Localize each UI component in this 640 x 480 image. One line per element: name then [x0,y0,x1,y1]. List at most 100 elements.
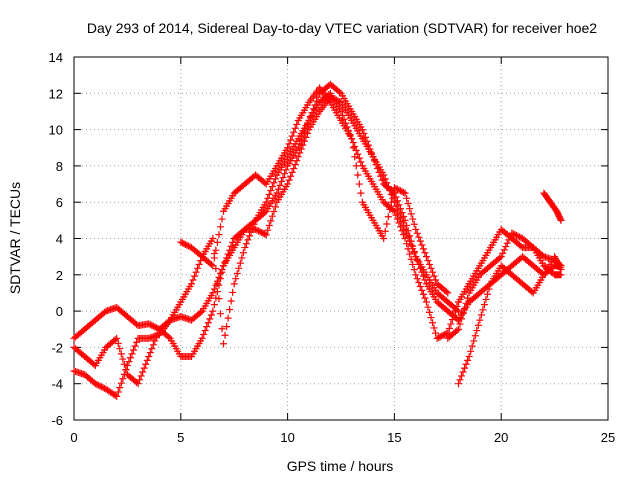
data-point [210,254,218,262]
data-point [427,314,435,322]
data-point [215,273,223,281]
data-point [406,205,414,213]
data-point [424,257,432,265]
data-point [287,172,295,180]
data-point [351,153,359,161]
data-point [209,235,217,242]
data-point [284,144,292,152]
data-point [270,179,278,187]
data-point [149,341,157,349]
data-point [441,330,449,338]
data-point [294,144,302,152]
data-point [355,154,363,162]
axis-ticks [73,56,609,421]
y-tick-label: 4 [56,232,63,247]
data-point [145,320,153,328]
data-point [181,240,189,248]
data-point [514,232,522,240]
data-point [209,289,217,297]
data-point [377,172,385,180]
series-track-4 [177,84,452,297]
data-point [151,337,159,345]
data-point [483,290,491,298]
data-point [404,233,412,241]
data-point [209,307,217,315]
data-point [239,249,247,257]
data-point [204,319,212,327]
data-point [454,380,462,388]
data-point [351,142,359,150]
data-point [556,215,564,223]
data-point [422,298,430,306]
data-point [90,360,98,368]
data-point [113,392,121,400]
data-point [429,319,437,327]
data-point [279,174,287,182]
data-point [287,136,295,144]
data-point [480,301,488,309]
data-point [238,254,246,262]
data-point [239,227,247,235]
data-point [267,217,275,225]
data-point [244,236,252,244]
data-point [218,268,226,276]
data-point [453,327,461,335]
data-point [398,218,406,226]
data-point [337,107,345,115]
data-point [96,382,104,390]
data-point [404,199,412,207]
data-point [412,225,420,233]
data-point [517,242,525,250]
data-point [401,189,409,197]
data-point [194,264,202,272]
data-point [189,276,197,284]
data-point [334,97,342,105]
data-point [236,259,244,267]
data-point [114,340,122,348]
data-point [116,384,124,392]
data-point [398,209,406,217]
data-point [277,177,285,185]
data-point [290,128,298,136]
data-point [349,144,357,152]
data-point [453,306,461,314]
data-point [477,311,485,319]
data-point [395,210,403,218]
data-point [213,280,221,288]
data-point [416,282,424,290]
data-point [395,201,403,209]
data-point [264,194,272,202]
data-point [387,198,395,206]
data-point [395,186,403,194]
data-point [221,331,229,339]
data-point [393,197,401,205]
data-point [340,115,348,123]
chart-title: Day 293 of 2014, Sidereal Day-to-day VTE… [87,20,597,36]
data-point [207,260,215,268]
y-tick-label: 14 [49,50,63,65]
x-tick-label: 0 [70,430,77,445]
data-point [139,368,147,376]
data-point [253,226,261,234]
data-point [134,380,142,388]
data-point [503,239,511,247]
data-point [378,176,386,184]
data-point [445,324,453,332]
data-point [227,297,235,305]
data-point [462,299,470,307]
y-tick-label: 6 [56,195,63,210]
data-point [410,266,418,274]
data-point [116,345,124,353]
data-point [509,230,517,238]
data-point [233,270,241,278]
data-point [230,280,238,288]
data-point [216,310,224,318]
x-tick-labels: 0 5 10 15 20 25 [70,430,615,445]
x-axis-label: GPS time / hours [287,458,394,474]
data-point [412,271,420,279]
data-point [354,171,362,179]
data-point [392,202,400,210]
data-point [332,96,340,104]
data-point [511,231,519,239]
data-point [285,140,293,148]
